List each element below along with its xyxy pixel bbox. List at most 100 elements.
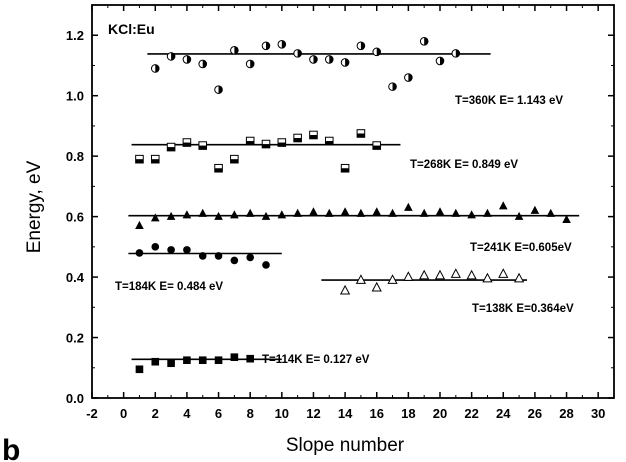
data-point bbox=[198, 252, 207, 260]
marker-fill bbox=[376, 48, 381, 56]
data-point bbox=[150, 64, 160, 73]
data-point bbox=[245, 136, 255, 146]
data-point bbox=[403, 271, 414, 281]
x-tick-label: -2 bbox=[86, 406, 98, 421]
data-point bbox=[246, 354, 254, 363]
marker-fill bbox=[372, 145, 381, 150]
series-labels: T=360K E= 1.143 eV T=268K E= 0.849 eV T=24… bbox=[115, 95, 574, 366]
x-tick-label: 22 bbox=[464, 406, 478, 421]
data-point bbox=[182, 210, 192, 219]
data-point bbox=[482, 272, 493, 283]
y-tick-label: 1.0 bbox=[66, 89, 84, 104]
marker-fill bbox=[262, 144, 270, 148]
x-tick-label: 14 bbox=[338, 406, 353, 421]
data-point bbox=[513, 272, 525, 283]
data-point bbox=[245, 59, 255, 69]
data-point bbox=[339, 284, 351, 295]
axes bbox=[91, 4, 615, 399]
marker-fill bbox=[313, 55, 318, 64]
data-point bbox=[183, 356, 191, 365]
data-point bbox=[182, 55, 192, 64]
panel-label: b bbox=[2, 434, 20, 462]
data-point bbox=[198, 356, 207, 365]
x-tick-label: 8 bbox=[247, 406, 254, 421]
data-point bbox=[372, 141, 382, 150]
y-tick-label: 0.8 bbox=[66, 149, 84, 164]
data-point bbox=[150, 213, 160, 222]
data-point bbox=[340, 163, 350, 173]
data-point bbox=[324, 208, 334, 217]
x-tick-labels: -2 0 2 4 6 8 10 12 14 16 18 20 22 24 26 28 30 bbox=[86, 406, 605, 421]
x-tick-label: 26 bbox=[528, 406, 542, 421]
marker-fill bbox=[345, 58, 349, 67]
marker-fill bbox=[214, 168, 223, 173]
plot-frame bbox=[91, 4, 615, 399]
data-point bbox=[562, 214, 571, 223]
data-point bbox=[261, 211, 271, 220]
data-point bbox=[214, 211, 223, 220]
data-point bbox=[293, 208, 302, 217]
y-tick-label: 1.2 bbox=[66, 28, 84, 43]
data-point bbox=[434, 269, 446, 280]
data-point bbox=[324, 55, 334, 64]
data-point bbox=[483, 208, 492, 217]
data-point bbox=[151, 243, 160, 251]
series-label: T=360K E= 1.143 eV bbox=[455, 95, 563, 107]
data-point bbox=[309, 207, 318, 216]
marker-fill bbox=[167, 147, 175, 151]
data-point bbox=[150, 154, 160, 164]
marker-fill bbox=[455, 49, 460, 58]
marker-fill bbox=[297, 49, 302, 58]
data-point bbox=[356, 129, 366, 138]
y-tick-label: 0.0 bbox=[66, 391, 84, 406]
data-point bbox=[167, 359, 175, 368]
data-point bbox=[261, 41, 271, 51]
data-point bbox=[277, 210, 287, 219]
data-point bbox=[198, 141, 208, 150]
marker-fill bbox=[424, 37, 428, 46]
marker-fill bbox=[135, 159, 144, 163]
data-point bbox=[467, 210, 476, 219]
data-point bbox=[183, 246, 191, 254]
data-point bbox=[388, 82, 397, 91]
marker-fill bbox=[155, 64, 160, 73]
data-point bbox=[435, 207, 445, 216]
marker-fill bbox=[357, 133, 365, 138]
x-tick-label: 6 bbox=[215, 406, 222, 421]
marker-fill bbox=[325, 141, 334, 145]
marker-fill bbox=[309, 134, 318, 139]
data-point bbox=[388, 208, 397, 217]
x-tick-label: 12 bbox=[306, 406, 320, 421]
data-point bbox=[277, 40, 287, 49]
marker-fill bbox=[278, 142, 286, 147]
data-point bbox=[230, 154, 239, 164]
data-point bbox=[309, 55, 318, 64]
y-tick-label: 0.6 bbox=[66, 210, 84, 225]
y-tick-label: 0.2 bbox=[66, 331, 84, 346]
data-point bbox=[261, 139, 271, 149]
series-label: T=268K E= 0.849 eV bbox=[410, 159, 518, 171]
data-point bbox=[372, 47, 382, 57]
data-point bbox=[514, 211, 524, 220]
data-point bbox=[340, 207, 350, 216]
data-point bbox=[324, 136, 334, 146]
data-point bbox=[167, 246, 175, 254]
data-point bbox=[230, 46, 239, 55]
data-markers bbox=[135, 36, 571, 374]
data-point bbox=[245, 208, 255, 217]
marker-fill bbox=[186, 55, 191, 64]
sample-label: KCl:Eu bbox=[108, 21, 155, 37]
series-label: T=241K E=0.605eV bbox=[470, 242, 572, 254]
data-point bbox=[135, 154, 144, 164]
data-point bbox=[356, 208, 366, 217]
marker-fill bbox=[246, 141, 254, 145]
data-point bbox=[387, 274, 398, 284]
data-point bbox=[451, 208, 461, 217]
data-point bbox=[419, 36, 429, 46]
x-tick-label: 18 bbox=[401, 406, 415, 421]
data-point bbox=[371, 281, 382, 292]
data-point bbox=[546, 208, 556, 217]
data-point bbox=[166, 52, 176, 61]
data-point bbox=[309, 130, 318, 140]
